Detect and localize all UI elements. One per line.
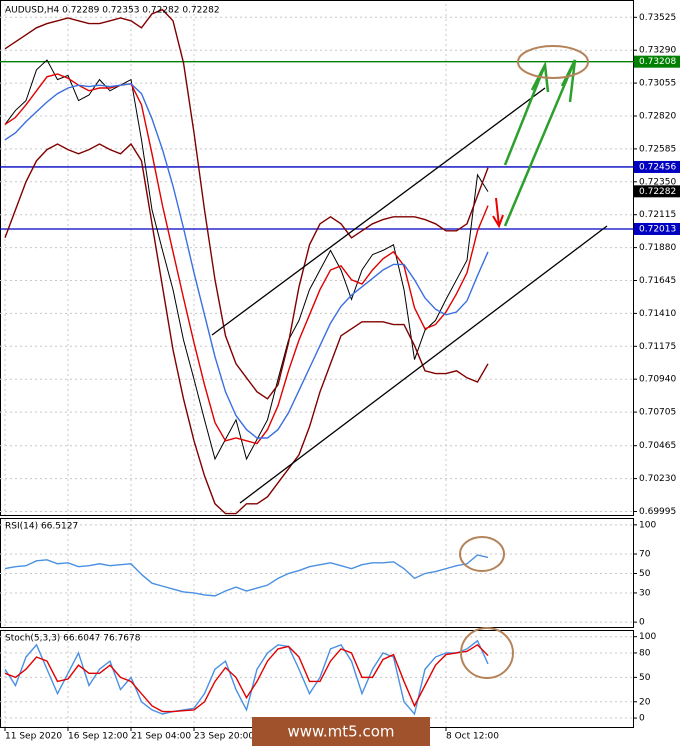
series-line xyxy=(4,639,489,716)
level-label: 0.72013 xyxy=(639,224,676,234)
y-tick-label: 100 xyxy=(639,632,656,642)
level-label-box xyxy=(634,55,680,68)
x-tick-label: 23 Sep 20:00 xyxy=(194,732,254,742)
y-tick-label: 30 xyxy=(639,588,651,598)
series-line xyxy=(4,73,489,445)
channel-line xyxy=(211,87,546,336)
y-tick-label: 20 xyxy=(639,697,651,707)
series-line xyxy=(4,83,489,439)
y-tick-label: 0.71175 xyxy=(639,342,676,352)
y-tick-label: 0.72350 xyxy=(639,177,676,187)
x-tick-label: 21 Sep 04:00 xyxy=(131,732,191,742)
y-tick-label: 80 xyxy=(639,648,651,658)
watermark: www.mt5.com xyxy=(287,723,394,741)
y-tick-label: 0.70940 xyxy=(639,375,676,385)
y-tick-label: 0.73290 xyxy=(639,46,676,56)
y-tick-label: 0.71410 xyxy=(639,309,676,319)
level-label: 0.72282 xyxy=(639,187,676,197)
y-tick-label: 0.69995 xyxy=(639,507,676,517)
arrow xyxy=(495,197,500,227)
highlight-circle xyxy=(460,627,514,679)
stoch-title: Stoch(5,3,3) 66.6047 76.7678 xyxy=(5,634,141,644)
highlight-circle xyxy=(517,45,589,79)
level-label-box xyxy=(634,160,680,173)
y-tick-label: 100 xyxy=(639,520,656,530)
level-label-box xyxy=(634,185,680,198)
y-tick-label: 50 xyxy=(639,673,651,683)
y-tick-label: 0.71645 xyxy=(639,276,676,286)
arrow-head xyxy=(530,60,550,93)
series-line xyxy=(4,8,489,400)
watermark-box xyxy=(252,717,430,746)
channel-line xyxy=(239,225,608,504)
x-tick-label: 11 Sep 2020 xyxy=(5,732,62,742)
y-tick-label: 0.73055 xyxy=(639,79,676,89)
y-tick-label: 0.70705 xyxy=(639,408,676,418)
series-line xyxy=(4,59,489,461)
y-tick-label: 0.72115 xyxy=(639,210,676,220)
annotations xyxy=(211,45,608,679)
series-line xyxy=(4,643,489,713)
arrow-head xyxy=(492,214,504,229)
arrow xyxy=(503,59,577,227)
x-tick-label: 8 Oct 12:00 xyxy=(446,732,499,742)
y-tick-label: 0.70230 xyxy=(639,474,676,484)
arrow xyxy=(503,64,547,166)
level-label: 0.73208 xyxy=(639,57,676,67)
y-tick-label: 0.72820 xyxy=(639,112,676,122)
y-tick-label: 50 xyxy=(639,569,651,579)
y-tick-label: 0 xyxy=(639,618,645,628)
x-tick-label: 16 Sep 12:00 xyxy=(68,732,128,742)
level-label-box xyxy=(634,222,680,235)
y-tick-label: 0.70465 xyxy=(639,441,676,451)
plot-layer: 0.73525 0.73290 0.73055 0.72820 0.72585 0.723… xyxy=(0,4,680,742)
rsi-title: RSI(14) 66.5127 xyxy=(5,522,78,532)
y-tick-label: 0.73525 xyxy=(639,13,676,23)
level-label: 0.72456 xyxy=(639,162,676,172)
chart-title: AUDUSD,H4 0.72289 0.72353 0.72282 0.7228… xyxy=(5,6,220,16)
series-line xyxy=(4,554,489,597)
y-tick-label: 70 xyxy=(639,550,651,560)
stoch-panel xyxy=(0,630,634,728)
y-tick-label: 0.72585 xyxy=(639,144,676,154)
y-tick-label: 0.71880 xyxy=(639,243,676,253)
highlight-circle xyxy=(459,536,505,572)
series-line xyxy=(4,142,489,515)
y-tick-label: 0 xyxy=(639,714,645,724)
